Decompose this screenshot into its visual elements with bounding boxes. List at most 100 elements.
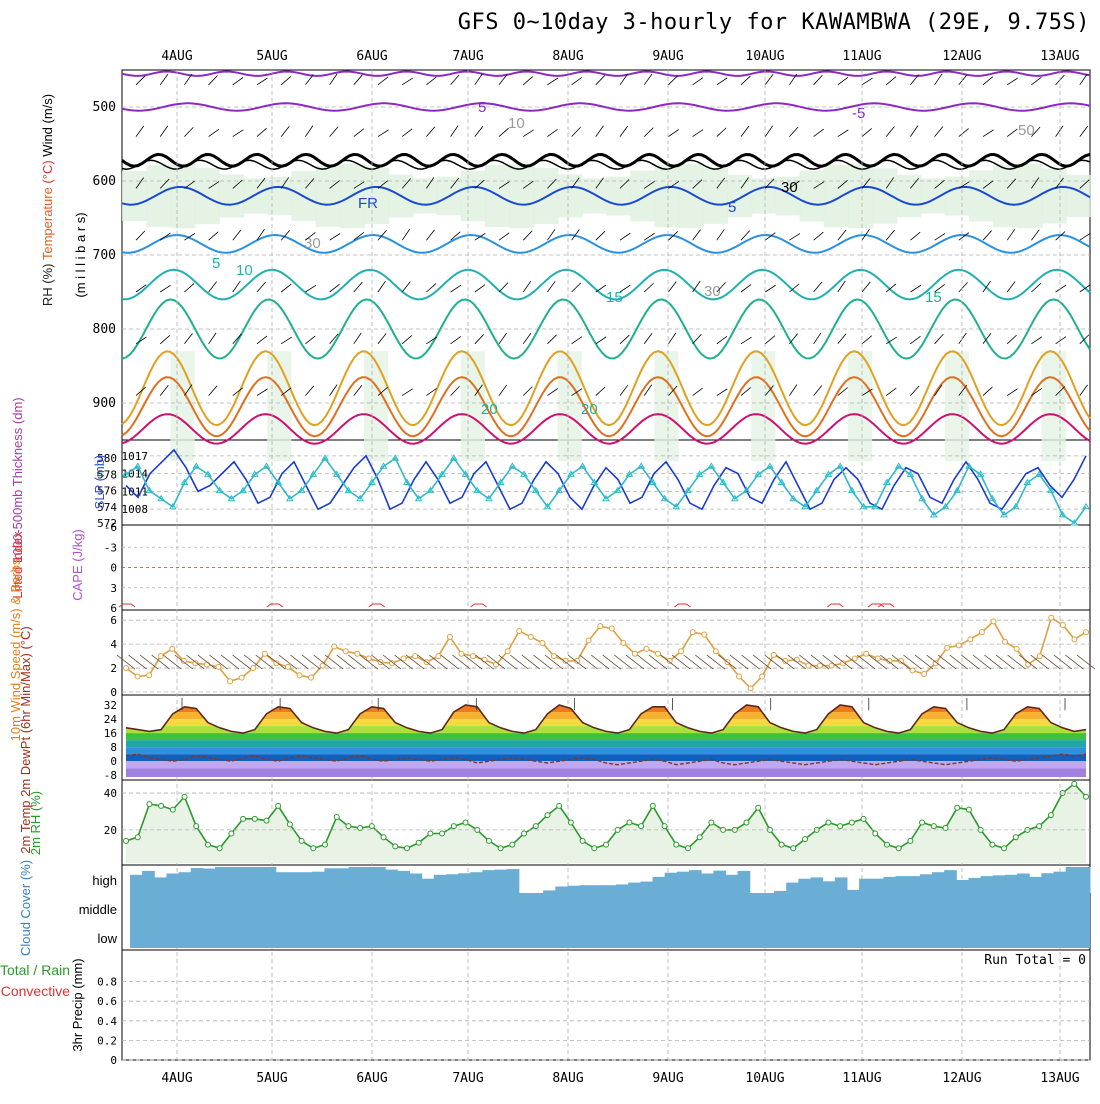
- wind-barb: [885, 283, 897, 293]
- wind-barb: [764, 74, 774, 86]
- wind-barb: [813, 332, 822, 345]
- wind-barb: [619, 179, 630, 189]
- wind-speed-line: [125, 616, 1087, 690]
- wind-barb: [595, 125, 604, 137]
- wind-speed-line-point: [574, 657, 581, 664]
- rh-line-point: [696, 834, 703, 841]
- cloud-high-bar: [810, 877, 824, 893]
- slp-ylabel: SLP (mb): [92, 455, 107, 510]
- wind10-barb: [174, 654, 194, 670]
- wind-barb: [1031, 388, 1042, 396]
- rh-line-point: [755, 804, 762, 811]
- wind-barb: [280, 387, 292, 396]
- cloud-high-bar: [1017, 873, 1030, 893]
- rh-line-point: [965, 806, 972, 813]
- wind-barb: [910, 178, 920, 189]
- cloud-high-bar: [822, 881, 836, 893]
- wind-barb: [280, 230, 291, 241]
- cloud-high-bar: [287, 872, 301, 893]
- wind10-barb: [232, 654, 251, 670]
- cloud-high-bar: [774, 890, 787, 893]
- wind-speed-line-point: [793, 656, 800, 663]
- wind-barb: [305, 232, 316, 241]
- wind-speed-line-point: [504, 648, 511, 655]
- rh-line-point: [930, 823, 937, 830]
- dewpoint-line: [125, 753, 1087, 766]
- temp-tick-label: 32: [104, 699, 117, 712]
- wind-speed-line-point: [955, 642, 962, 649]
- slp-line: [125, 448, 1087, 511]
- wind-barb: [740, 177, 749, 189]
- wind-speed-line-point: [909, 667, 916, 674]
- wind-barb: [861, 128, 873, 137]
- wind-barb: [764, 232, 776, 241]
- wind-barb: [426, 177, 435, 189]
- wind-speed-line-point: [851, 655, 858, 662]
- rh-line-point: [1083, 793, 1089, 800]
- wind-barb: [958, 232, 970, 241]
- wind10-barb: [718, 654, 737, 670]
- wind-speed-line-point: [435, 653, 442, 660]
- temp-tick-label: -8: [104, 769, 117, 782]
- wind-barb: [764, 335, 776, 345]
- thickness-line-point: [684, 486, 692, 494]
- wind-barb: [643, 73, 653, 86]
- thickness-line-point: [449, 454, 458, 461]
- wind10-barb: [961, 654, 980, 670]
- rh-ylabel: 2m RH (%): [28, 791, 43, 855]
- rh-line-point: [497, 845, 504, 852]
- wind-barb: [184, 73, 193, 86]
- wind-barb: [885, 76, 897, 86]
- wind10-barb: [324, 654, 344, 670]
- x-tick-label-bottom: 12AUG: [942, 1071, 981, 1086]
- rh-line-point: [521, 830, 528, 837]
- thickness-line-point: [836, 462, 845, 469]
- thickness-line-point: [157, 494, 166, 502]
- thickness-line-point: [824, 470, 833, 477]
- thickness-line-point: [625, 470, 634, 477]
- wind10-barb: [243, 654, 263, 670]
- wind-barb: [643, 282, 654, 293]
- wind-speed-line-point: [944, 644, 951, 651]
- wind-barb: [595, 230, 606, 241]
- cloud-high-bar: [348, 867, 362, 893]
- wind-barb: [571, 126, 581, 137]
- wind-barb: [547, 334, 557, 345]
- wind-barb: [353, 128, 365, 137]
- wind-speed-line-point: [261, 650, 268, 657]
- wind-barb: [668, 129, 679, 137]
- wind-barb: [280, 76, 292, 86]
- wind-barb: [377, 129, 389, 137]
- contour-label: 20: [581, 401, 598, 418]
- wind-barb: [910, 284, 922, 293]
- wind10-barb: [186, 654, 205, 670]
- wind-speed-line-point: [469, 653, 476, 660]
- wind-barb: [1055, 177, 1064, 189]
- rh-line-point: [919, 819, 926, 826]
- wind10-barb: [799, 654, 818, 670]
- temp-band: [126, 740, 1086, 748]
- rh-line-point: [860, 815, 867, 822]
- wind10-barb: [648, 654, 668, 670]
- wind-barb: [1079, 179, 1090, 189]
- wind-speed-line-point: [631, 650, 638, 657]
- wind-speed-line-point: [342, 648, 349, 655]
- wind-speed-line-point: [493, 661, 500, 668]
- cloud-level-label: high: [92, 873, 117, 888]
- cloud-high-bar: [871, 878, 884, 893]
- cloud-high-bar: [968, 877, 982, 893]
- wind10-barb: [475, 654, 494, 670]
- wind-barb: [643, 180, 655, 189]
- wind-barb: [329, 233, 341, 241]
- wind-barb: [789, 333, 798, 345]
- wind-speed-line-point: [689, 629, 696, 636]
- cloud-high-bar: [324, 868, 338, 893]
- wind-speed-line-point: [921, 671, 928, 678]
- wind-barb: [571, 282, 582, 293]
- wind-barb: [522, 230, 533, 241]
- wind-barb: [498, 181, 510, 189]
- rh-tick-label: 40: [104, 787, 117, 800]
- x-tick-label-top: 10AUG: [745, 49, 784, 64]
- rh-shade-cell: [170, 163, 196, 229]
- wind-barb: [740, 387, 752, 396]
